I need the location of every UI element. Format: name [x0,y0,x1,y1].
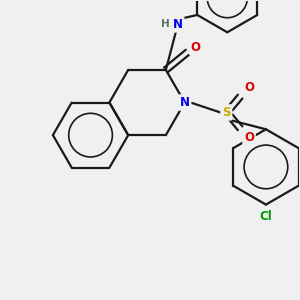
Text: H: H [161,20,170,29]
Text: N: N [173,18,183,31]
Text: O: O [190,40,201,54]
Text: O: O [244,131,254,144]
Text: O: O [244,81,254,94]
Text: S: S [222,106,230,119]
Text: Cl: Cl [260,210,272,223]
Text: N: N [180,96,190,109]
